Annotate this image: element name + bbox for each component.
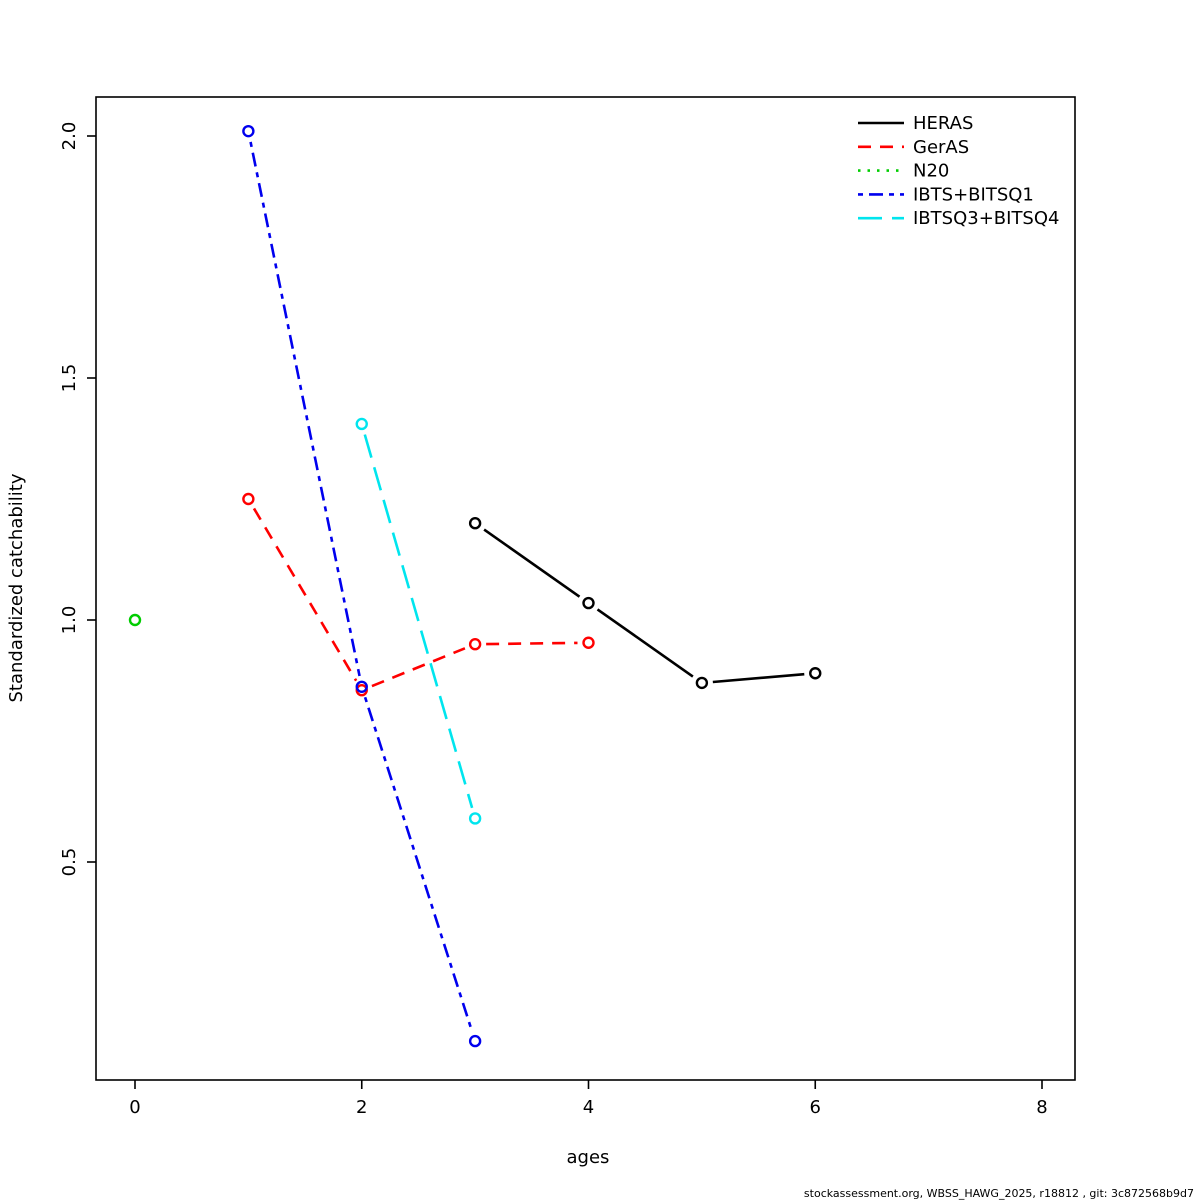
x-tick-label: 6 bbox=[810, 1097, 821, 1118]
x-tick-label: 2 bbox=[356, 1097, 367, 1118]
data-point-IBTS+BITSQ1 bbox=[355, 680, 368, 693]
data-point-IBTS+BITSQ1 bbox=[242, 124, 255, 138]
legend-label-HERAS: HERAS bbox=[913, 113, 973, 134]
legend-label-GerAS: GerAS bbox=[913, 137, 969, 158]
x-axis-title: ages bbox=[567, 1147, 610, 1168]
y-tick-label: 1.5 bbox=[59, 364, 80, 393]
series-line-GerAS bbox=[486, 641, 578, 646]
data-point-N20 bbox=[128, 613, 142, 627]
data-point-GerAS bbox=[582, 636, 595, 649]
series-line-IBTSQ3+BITSQ4 bbox=[363, 434, 474, 809]
y-axis-title: Standardized catchability bbox=[6, 473, 27, 702]
x-tick-label: 4 bbox=[583, 1097, 594, 1118]
y-tick-label: 0.5 bbox=[59, 848, 80, 877]
data-point-HERAS bbox=[695, 676, 709, 690]
data-point-GerAS bbox=[242, 492, 255, 506]
data-point-HERAS bbox=[582, 596, 595, 610]
data-point-IBTSQ3+BITSQ4 bbox=[355, 417, 368, 431]
y-tick-label: 2.0 bbox=[59, 122, 80, 151]
data-point-HERAS bbox=[468, 517, 482, 530]
footer-note: stockassessment.org, WBSS_HAWG_2025, r18… bbox=[804, 1187, 1194, 1200]
y-tick-label: 1.0 bbox=[59, 606, 80, 635]
series-line-HERAS bbox=[712, 672, 805, 684]
series-line-IBTS+BITSQ1 bbox=[363, 696, 474, 1031]
data-point-HERAS bbox=[809, 667, 822, 680]
series-line-IBTS+BITSQ1 bbox=[249, 141, 361, 677]
data-point-GerAS bbox=[468, 638, 482, 651]
data-point-IBTSQ3+BITSQ4 bbox=[468, 812, 482, 825]
x-tick-label: 0 bbox=[129, 1097, 140, 1118]
legend-label-IBTSQ3+BITSQ4: IBTSQ3+BITSQ4 bbox=[913, 208, 1059, 229]
series-line-GerAS bbox=[252, 507, 358, 682]
data-point-IBTS+BITSQ1 bbox=[468, 1034, 482, 1048]
chart-generated-layer: 0 2 4 6 8 0.5 1.0 1.5 2.0 HERAS GerAS N20IBTS+BITSQ… bbox=[59, 96, 1076, 1118]
series-line-HERAS bbox=[596, 608, 694, 678]
x-tick-label: 8 bbox=[1036, 1097, 1047, 1118]
legend-label-IBTS+BITSQ1: IBTS+BITSQ1 bbox=[913, 184, 1034, 205]
series-line-GerAS bbox=[371, 647, 466, 688]
legend-label-N20: N20 bbox=[913, 161, 949, 182]
plot-box bbox=[95, 96, 1076, 1081]
series-line-HERAS bbox=[483, 528, 581, 598]
